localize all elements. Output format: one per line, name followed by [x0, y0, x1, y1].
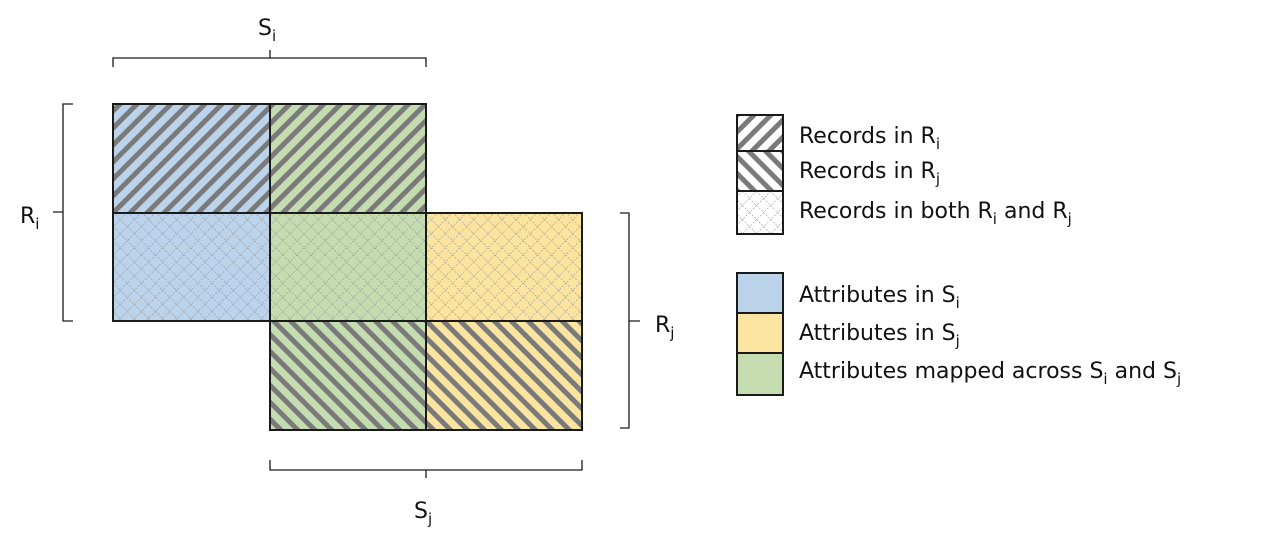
legend-swatch-records-rj: [736, 150, 784, 192]
hatch-records-both: [113, 213, 582, 321]
legend-swatch-attr-si: [736, 272, 784, 314]
legend-label-attr-si: Attributes in Si: [799, 283, 960, 312]
legend-label-attr-mapped: Attributes mapped across Si and Sj: [799, 359, 1181, 388]
legend-label-attr-sj: Attributes in Sj: [799, 321, 960, 350]
label-si-top: Si: [258, 16, 276, 45]
label-ri-left: Ri: [20, 204, 39, 233]
legend-swatch-records-ri: [736, 114, 784, 152]
legend-label-records-ri: Records in Ri: [799, 124, 940, 153]
label-rj-right: Rj: [655, 313, 674, 342]
legend-label-records-rj: Records in Rj: [799, 159, 940, 188]
label-sj-bottom: Sj: [414, 499, 432, 528]
hatch-records-ri-2: [270, 104, 426, 213]
brace-top: [112, 50, 427, 67]
grid-cells: [112, 103, 583, 431]
brace-right: [620, 212, 640, 429]
hatch-records-ri-1: [113, 104, 270, 213]
brace-left: [53, 103, 73, 322]
legend-swatch-attr-mapped: [736, 352, 784, 396]
legend-label-records-both: Records in both Ri and Rj: [799, 199, 1072, 228]
legend: Records in Ri Records in Rj Records in b…: [736, 114, 1181, 396]
brace-bottom: [269, 460, 583, 478]
legend-swatch-attr-sj: [736, 312, 784, 354]
legend-swatch-records-both: [736, 190, 784, 235]
braces: [53, 50, 640, 478]
